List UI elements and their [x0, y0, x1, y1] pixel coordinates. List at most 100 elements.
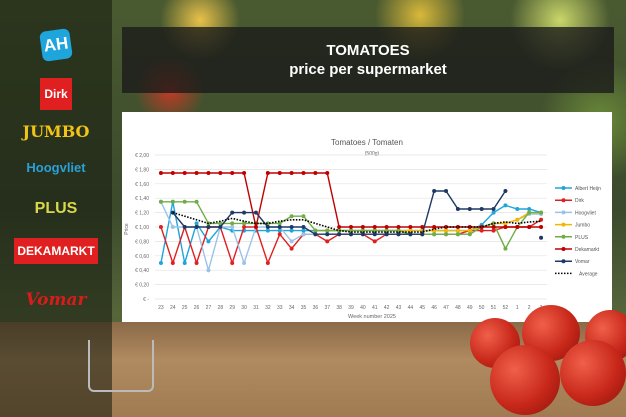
- legend-marker: [561, 259, 566, 264]
- data-point: [455, 207, 460, 211]
- data-point: [289, 214, 294, 219]
- data-point: [455, 232, 460, 237]
- data-point: [503, 246, 508, 251]
- legend-item: Average: [579, 271, 598, 277]
- x-tick-label: 51: [491, 305, 497, 311]
- dekamarkt-logo: DEKAMARKT: [0, 238, 112, 264]
- data-point: [503, 225, 508, 229]
- data-point: [491, 207, 496, 211]
- supermarket-logo-sidebar: AH Dirk JUMBO Hoogvliet PLUS DEKAMARKT V…: [0, 0, 154, 417]
- data-point: [444, 225, 449, 229]
- data-point: [444, 228, 449, 233]
- data-point: [194, 171, 199, 175]
- x-tick-label: 41: [372, 305, 378, 311]
- data-point: [467, 232, 472, 237]
- data-point: [230, 261, 235, 265]
- data-point: [182, 199, 187, 204]
- legend-marker: [561, 210, 566, 215]
- plus-logo: PLUS: [34, 200, 78, 217]
- x-tick-label: 32: [265, 305, 271, 311]
- data-point: [455, 225, 460, 229]
- series-line-average: [172, 211, 542, 233]
- data-point: [218, 221, 223, 226]
- legend-marker: [561, 222, 566, 227]
- x-tick-label: 1: [516, 305, 519, 311]
- data-point: [182, 171, 187, 175]
- data-point: [479, 207, 484, 211]
- chart-subtitle: (500g): [365, 151, 380, 157]
- data-point: [206, 225, 211, 229]
- price-line-chart: Tomatoes / Tomaten (500g) Week number 20…: [124, 138, 601, 320]
- data-point: [289, 246, 294, 251]
- data-point: [337, 232, 342, 237]
- data-point: [289, 171, 294, 175]
- y-tick-label: € -: [143, 297, 149, 303]
- x-tick-label: 24: [170, 305, 176, 311]
- data-point: [265, 228, 270, 233]
- x-tick-label: 38: [336, 305, 342, 311]
- data-point: [158, 199, 163, 204]
- x-tick-label: 49: [467, 305, 473, 311]
- data-point: [515, 225, 520, 229]
- data-point: [349, 225, 353, 229]
- y-tick-label: € 2,00: [135, 153, 149, 159]
- data-point: [467, 225, 472, 229]
- data-point: [170, 225, 175, 229]
- data-point: [503, 189, 508, 193]
- data-point: [467, 228, 472, 233]
- data-point: [158, 261, 163, 265]
- data-point: [515, 217, 520, 222]
- data-point: [420, 232, 425, 237]
- data-point: [301, 171, 306, 175]
- data-point: [384, 232, 389, 237]
- data-point: [253, 225, 258, 229]
- x-tick-label: 26: [194, 305, 200, 311]
- y-tick-label: € 0,20: [135, 283, 149, 289]
- data-point: [277, 228, 282, 233]
- x-tick-label: 33: [277, 305, 283, 311]
- x-tick-label: 50: [479, 305, 485, 311]
- y-tick-label: € 1,60: [135, 182, 149, 188]
- x-tick-label: 30: [241, 305, 247, 311]
- data-point: [206, 239, 211, 244]
- data-point: [265, 171, 270, 175]
- x-tick-label: 39: [348, 305, 354, 311]
- x-tick-label: 42: [384, 305, 390, 311]
- data-point: [265, 261, 270, 265]
- x-tick-label: 40: [360, 305, 366, 311]
- data-point: [539, 210, 544, 215]
- data-point: [301, 232, 306, 237]
- data-point: [372, 225, 377, 229]
- dirk-logo: Dirk: [0, 78, 112, 110]
- data-point: [277, 225, 282, 229]
- data-point: [182, 225, 187, 229]
- x-tick-label: 46: [431, 305, 437, 311]
- data-point: [206, 268, 211, 273]
- data-point: [408, 225, 413, 229]
- data-point: [242, 261, 247, 265]
- data-point: [242, 221, 247, 226]
- y-tick-label: € 0,60: [135, 254, 149, 260]
- legend-item: Jumbo: [575, 223, 590, 229]
- x-tick-label: 25: [182, 305, 188, 311]
- x-tick-label: 35: [301, 305, 307, 311]
- data-point: [337, 228, 342, 233]
- data-point: [491, 210, 496, 215]
- x-tick-label: 23: [158, 305, 164, 311]
- data-point: [158, 225, 163, 229]
- data-point: [289, 228, 294, 233]
- legend-item: PLUS: [575, 235, 589, 241]
- legend-marker: [561, 186, 566, 190]
- data-point: [467, 207, 472, 211]
- x-tick-label: 47: [443, 305, 449, 311]
- data-point: [313, 228, 318, 233]
- data-point: [218, 225, 223, 229]
- data-point: [242, 210, 247, 215]
- data-point: [325, 171, 330, 175]
- y-tick-label: € 0,80: [135, 239, 149, 245]
- shopping-cart-icon: [88, 340, 154, 392]
- x-tick-label: 27: [206, 305, 212, 311]
- data-point: [194, 225, 199, 229]
- data-point: [230, 171, 235, 175]
- y-tick-label: € 0,40: [135, 268, 149, 274]
